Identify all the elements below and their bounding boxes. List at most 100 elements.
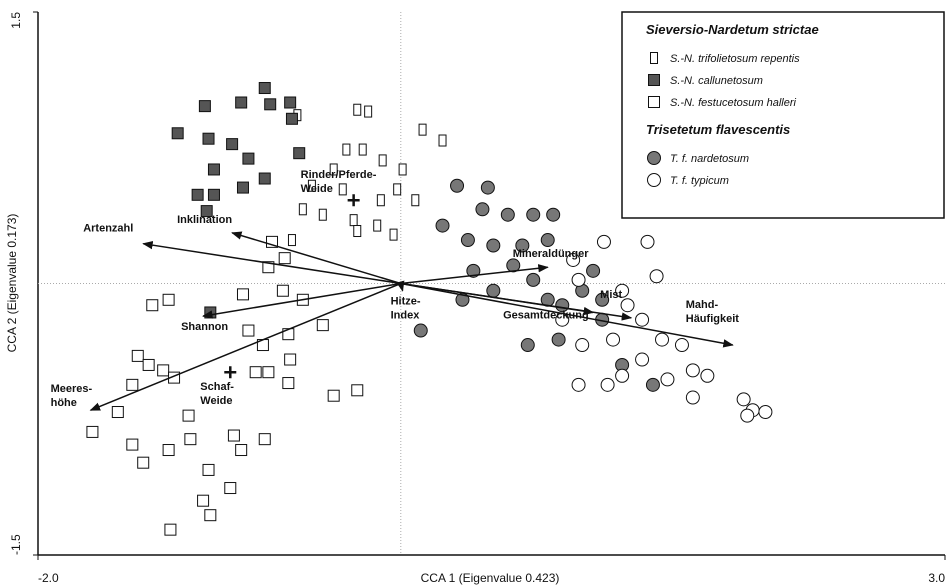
point [571,377,586,392]
point [258,82,271,95]
point [758,405,773,420]
point [157,364,170,377]
point [171,127,184,140]
point [648,74,660,86]
biplot-label: Mineraldünger [513,248,590,260]
point [649,269,664,284]
biplot-arrow [400,282,595,316]
legend-label: S.-N. callunetosum [670,75,763,87]
legend-box [621,11,945,219]
point [526,207,541,222]
point [236,181,249,194]
point [235,444,248,457]
point [660,372,675,387]
point [207,163,220,176]
point [398,163,407,176]
biplot-label-line: Weide [301,183,333,195]
point [200,205,213,218]
point [520,338,535,353]
point [353,225,362,238]
biplot-label: Shannon [181,321,228,333]
point [276,284,289,297]
x-axis-label: CCA 1 (Eigenvalue 0.423) [421,571,560,585]
point [740,408,755,423]
biplot-label-line: Schaf- [200,381,234,393]
point [227,429,240,442]
point [480,180,495,195]
point [307,179,316,192]
point [411,194,420,207]
point [284,353,297,366]
point [162,293,175,306]
point [146,299,159,312]
biplot-label-line: Häufigkeit [686,313,740,325]
legend-label: S.-N. festucetosum halleri [670,97,796,109]
point [418,123,427,136]
point [606,332,621,347]
point [615,283,630,298]
centroid [347,194,360,207]
point [358,143,367,156]
point [546,207,561,222]
point [595,292,610,307]
legend-heading: Sieversio-Nardetum strictae [646,22,819,37]
point [515,238,530,253]
point [645,377,660,392]
biplot-label-line: höhe [51,397,77,409]
biplot-label: Schaf- Weide [200,381,234,407]
point [364,105,373,118]
point [298,203,307,216]
legend-label: T. f. typicum [670,175,729,187]
biplot-label-line: Mineraldünger [513,248,590,260]
point [674,338,689,353]
point [318,208,327,221]
biplot-arrow [396,280,405,292]
point [284,96,297,109]
centroid [224,366,237,379]
point [242,152,255,165]
point [466,263,481,278]
point [266,235,279,248]
point [258,172,271,185]
biplot-label: Hitze- Index [391,296,421,322]
y-axis-label: CCA 2 (Eigenvalue 0.173) [5,214,19,353]
biplot-label: Inklination [177,214,232,226]
point [647,151,661,165]
point [600,377,615,392]
biplot-arrow [142,240,401,285]
point [640,234,655,249]
point [373,219,382,232]
point [351,384,364,397]
point [575,338,590,353]
biplot-label-line: Mahd- [686,299,719,311]
point [242,324,255,337]
point [293,147,306,160]
biplot-label-line: Mist [600,289,622,301]
biplot-label-line: Artenzahl [83,223,133,235]
point [184,433,197,446]
point [551,332,566,347]
point [86,425,99,438]
point [506,258,521,273]
point [655,332,670,347]
point [162,444,175,457]
point [278,252,291,265]
point [258,433,271,446]
point [236,288,249,301]
point [349,214,358,227]
point [475,202,490,217]
point [647,173,661,187]
point [126,438,139,451]
point [287,234,296,247]
point [526,272,541,287]
biplot-label: Meeres-höhe [51,383,93,409]
x-tick-label: -2.0 [38,571,59,585]
point [126,378,139,391]
point [204,306,217,319]
point [111,406,124,419]
point [635,352,650,367]
point [342,143,351,156]
point [486,283,501,298]
point [249,366,262,379]
point [540,233,555,248]
